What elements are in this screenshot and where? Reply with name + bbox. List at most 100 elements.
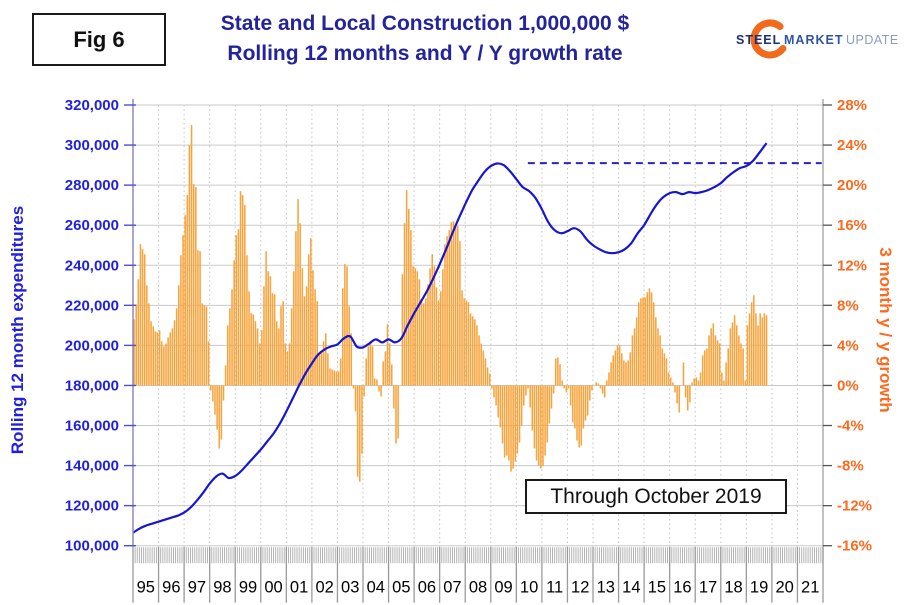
growth-bar xyxy=(655,317,657,386)
growth-bar xyxy=(714,335,717,386)
growth-bar xyxy=(497,385,500,418)
right-axis-tick-label: 0% xyxy=(837,377,859,394)
growth-bar xyxy=(548,385,551,424)
growth-bar xyxy=(635,317,638,386)
growth-bar xyxy=(439,291,442,386)
figure-number-label: Fig 6 xyxy=(73,26,125,52)
growth-bar xyxy=(197,250,199,386)
growth-bar xyxy=(352,385,355,389)
growth-bar xyxy=(280,306,282,386)
growth-bar xyxy=(199,251,201,386)
growth-bar xyxy=(746,325,749,386)
growth-bar xyxy=(684,385,687,398)
growth-bar xyxy=(474,319,476,386)
growth-bar xyxy=(408,209,410,386)
steel-market-update-logo: STEEL MARKET UPDATE xyxy=(722,14,900,64)
growth-bar xyxy=(567,385,570,389)
growth-bar xyxy=(733,315,736,386)
growth-bar xyxy=(691,382,693,386)
year-label: 01 xyxy=(290,579,308,597)
growth-bar xyxy=(403,223,406,386)
growth-bar xyxy=(216,385,218,430)
growth-bars xyxy=(133,125,768,482)
growth-bar xyxy=(633,328,636,386)
growth-bar xyxy=(759,313,761,386)
growth-bar xyxy=(761,317,764,386)
year-label: 99 xyxy=(239,579,257,597)
growth-bar xyxy=(584,385,587,421)
growth-bar xyxy=(363,385,365,397)
year-label: 08 xyxy=(469,579,487,597)
growth-bar xyxy=(514,385,517,462)
growth-bar xyxy=(559,364,561,386)
growth-bar xyxy=(369,341,372,386)
growth-bar xyxy=(393,385,395,409)
year-label: 17 xyxy=(699,579,717,597)
growth-bar xyxy=(412,266,414,386)
growth-bar xyxy=(167,337,169,386)
growth-bar xyxy=(322,341,325,386)
growth-bar xyxy=(286,351,289,386)
growth-bar xyxy=(180,255,182,386)
growth-bar xyxy=(629,352,632,386)
growth-bar xyxy=(454,225,457,386)
growth-bar xyxy=(669,377,672,386)
growth-bar xyxy=(471,316,474,386)
growth-bar xyxy=(312,270,314,386)
growth-bar xyxy=(293,271,295,386)
growth-bar xyxy=(427,284,429,386)
right-axis: 28% 24% 20% 16% 12% 8% 4% 0% -4% -8% -12% -16% xyxy=(822,97,872,564)
growth-bar xyxy=(307,254,310,386)
growth-bar xyxy=(576,385,578,441)
year-label: 03 xyxy=(341,579,359,597)
growth-bar xyxy=(695,377,698,386)
growth-bar xyxy=(384,351,387,386)
figure-number-box: Fig 6 xyxy=(32,13,166,66)
left-axis-tick-label: 280,000 xyxy=(65,177,119,194)
growth-bar xyxy=(488,373,491,386)
growth-bar xyxy=(461,290,463,386)
growth-bar xyxy=(250,313,252,386)
growth-bar xyxy=(501,385,504,444)
growth-bar xyxy=(361,385,363,454)
growth-bar xyxy=(625,362,627,386)
growth-bar xyxy=(337,371,340,386)
growth-bar xyxy=(601,385,604,394)
growth-bar xyxy=(465,300,468,386)
growth-bar xyxy=(678,385,681,413)
growth-bar xyxy=(512,385,514,469)
growth-bar xyxy=(254,321,257,386)
growth-bar xyxy=(239,191,242,386)
growth-bar xyxy=(701,355,704,386)
expenditure-line xyxy=(132,142,768,534)
growth-bar xyxy=(186,195,189,386)
growth-bar xyxy=(329,368,331,386)
growth-bar xyxy=(595,382,597,386)
growth-bar xyxy=(350,333,353,386)
growth-bar xyxy=(327,353,329,386)
growth-bar xyxy=(165,343,167,386)
growth-bar xyxy=(693,378,695,386)
growth-bar xyxy=(382,361,385,386)
growth-bar xyxy=(335,371,338,386)
growth-bar xyxy=(339,358,342,386)
growth-bar xyxy=(184,215,186,386)
through-date-box: Through October 2019 xyxy=(525,479,787,514)
year-label: 14 xyxy=(622,579,640,597)
right-axis-tick-label: 28% xyxy=(837,97,867,114)
year-label: 19 xyxy=(750,579,768,597)
svg-text:STEEL: STEEL xyxy=(736,33,781,47)
right-axis-tick-label: -16% xyxy=(837,538,872,555)
growth-bar xyxy=(437,300,440,386)
growth-bar xyxy=(365,358,367,386)
growth-bar xyxy=(537,385,540,466)
growth-bar xyxy=(139,244,142,386)
growth-bar xyxy=(456,226,459,386)
chart-title: State and Local Construction 1,000,000 $… xyxy=(160,9,690,69)
left-axis: 320,000 300,000 280,000 260,000 240,000 220,0… xyxy=(65,97,136,555)
through-date-label: Through October 2019 xyxy=(550,484,762,508)
growth-bar xyxy=(574,385,576,429)
growth-bar xyxy=(740,343,742,386)
growth-bar xyxy=(418,279,421,386)
growth-bar xyxy=(173,320,176,386)
